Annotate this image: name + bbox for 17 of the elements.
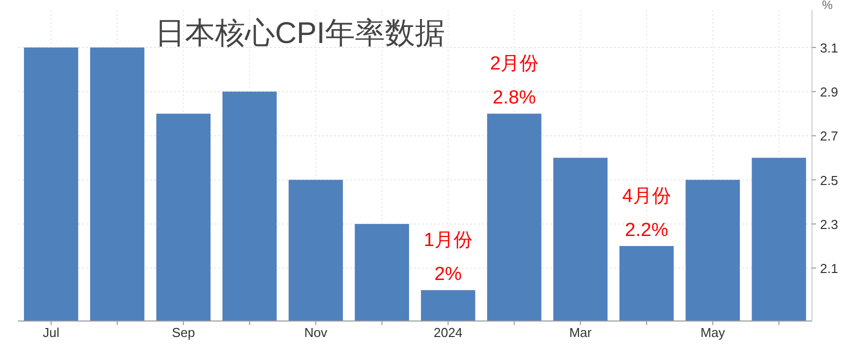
y-tick-label: 2.7 (820, 128, 838, 144)
y-tick-label: 2.3 (820, 216, 838, 232)
x-tick-label: Nov (304, 325, 328, 340)
x-tick-label: Mar (569, 325, 592, 340)
x-tick-label: 2024 (434, 325, 463, 340)
y-axis-title: % (822, 0, 833, 12)
x-tick-label: May (700, 325, 726, 340)
y-tick-label: 2.1 (820, 261, 838, 276)
data-label: 2月份 2.8% (490, 54, 539, 109)
x-tick-label: Jul (42, 325, 60, 340)
y-tick-label: 2.5 (820, 172, 838, 188)
data-label: 1月份 2% (424, 230, 472, 286)
chart-title: 日本核心CPI年率数据 (155, 17, 446, 50)
y-tick-label: 3.1 (820, 40, 838, 56)
data-label: 4月份 2.2% (622, 186, 671, 242)
y-tick-label: 2.9 (820, 84, 838, 100)
x-tick-label: Sep (172, 325, 195, 340)
